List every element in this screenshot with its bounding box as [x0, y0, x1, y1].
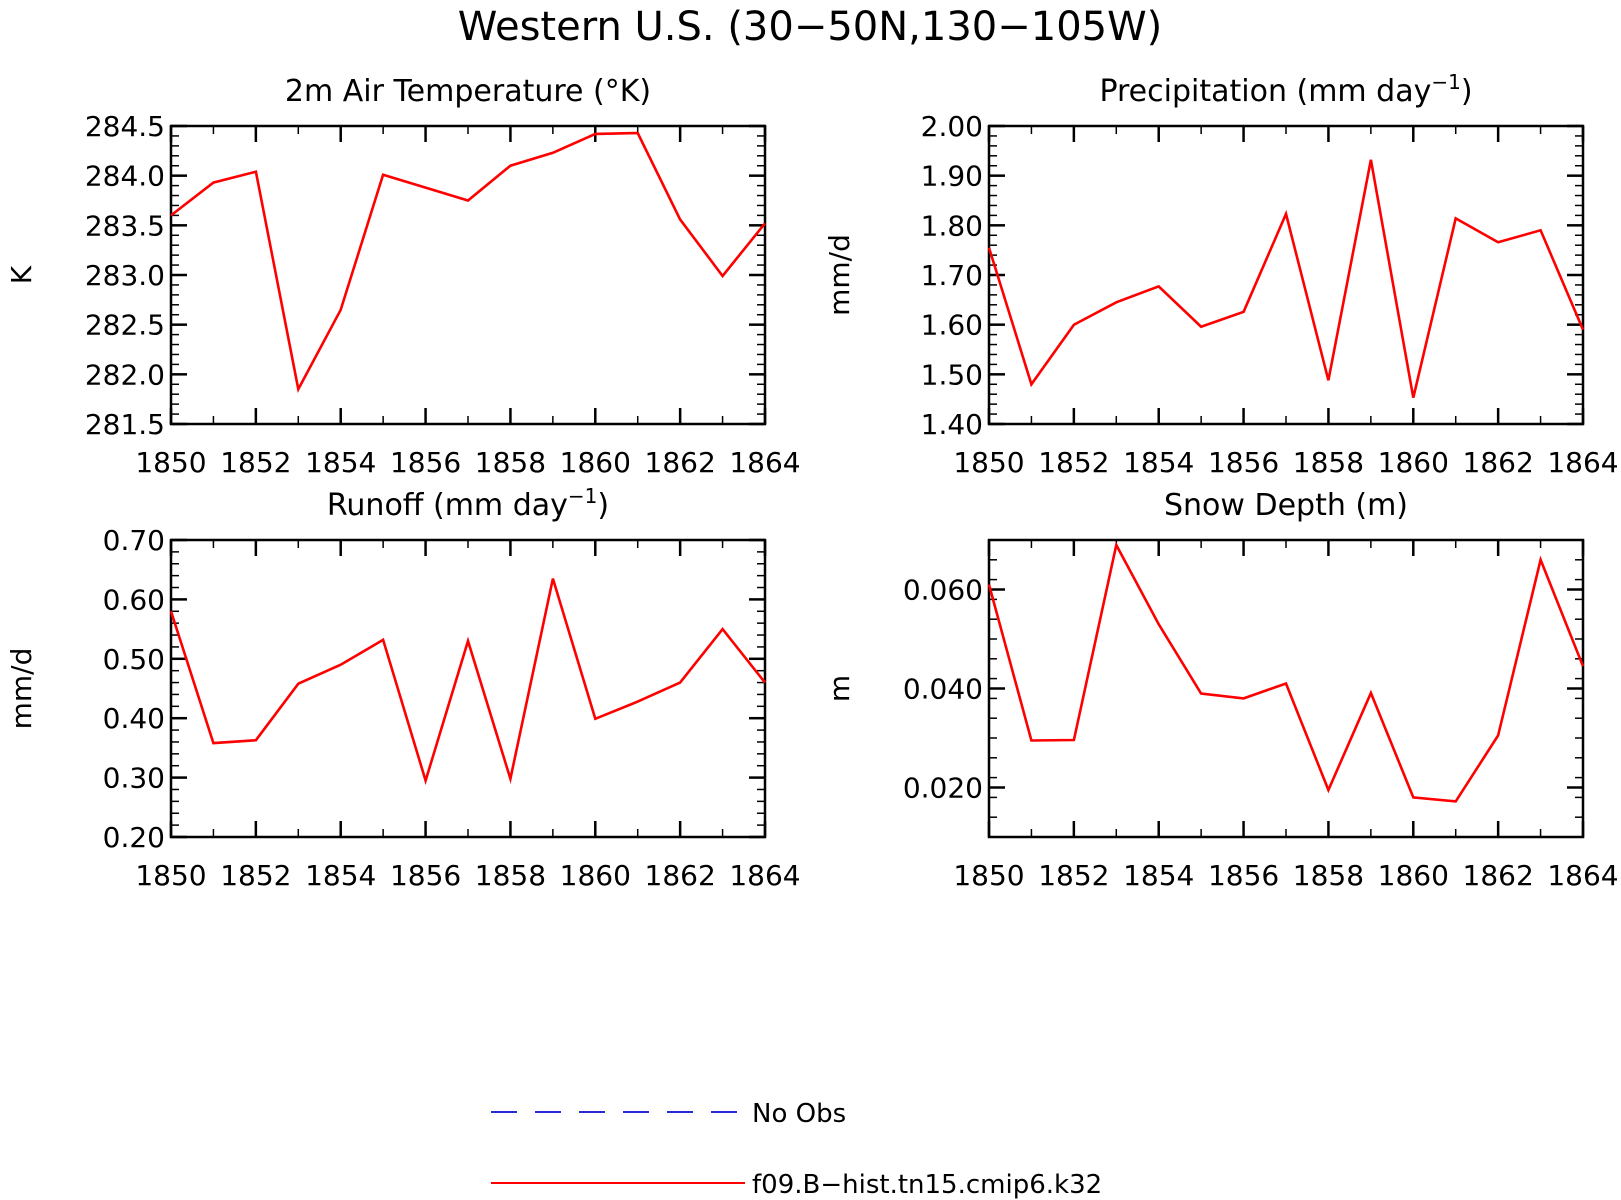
- x-tick-label: 1850: [953, 446, 1024, 479]
- y-tick-label: 282.5: [85, 309, 165, 342]
- panel-title-close: ): [597, 488, 609, 523]
- legend: No Obs f09.B−hist.tn15.cmip6.k32: [491, 1099, 1102, 1200]
- y-tick-label: 0.50: [103, 643, 165, 676]
- y-tick-label: 283.0: [85, 259, 165, 292]
- series-line: [170, 131, 767, 394]
- y-tick-label: 1.50: [921, 358, 983, 391]
- y-tick-label: 1.60: [921, 309, 983, 342]
- y-tick-label: 1.80: [921, 209, 983, 242]
- y-tick-label: 284.5: [85, 110, 165, 143]
- x-tick-label: 1852: [220, 859, 291, 892]
- plot-frame: [169, 124, 767, 426]
- x-tick-label: 1854: [1123, 859, 1194, 892]
- y-tick-label: 282.0: [85, 358, 165, 391]
- y-tick-label: 0.40: [103, 702, 165, 735]
- x-tick-label: 1858: [475, 859, 546, 892]
- x-tick-label: 1862: [1463, 446, 1534, 479]
- legend-label: f09.B−hist.tn15.cmip6.k32: [752, 1170, 1102, 1200]
- x-tick-label: 1850: [135, 859, 206, 892]
- panel-title-superscript: −1: [568, 484, 597, 508]
- y-tick-label: 0.020: [903, 772, 983, 805]
- y-axis-label: mm/d: [5, 648, 38, 730]
- x-tick-label: 1864: [729, 446, 800, 479]
- x-tick-label: 1864: [729, 859, 800, 892]
- precipitation-panel: Precipitation (mm day−1) 1.40 1.50 1.60 1.70…: [823, 70, 1619, 479]
- series-line: [169, 578, 767, 786]
- x-tick-label: 1858: [475, 446, 546, 479]
- panel-title-close: ): [1461, 74, 1473, 109]
- panel-title: Runoff (mm day−1): [327, 484, 609, 523]
- panel-title: Precipitation (mm day−1): [1099, 70, 1472, 109]
- x-tick-label: 1856: [1208, 859, 1279, 892]
- x-tick-label: 1852: [1038, 859, 1109, 892]
- x-tick-label: 1860: [560, 446, 631, 479]
- y-tick-label: 281.5: [85, 408, 165, 441]
- panel-title-main: Precipitation (mm day: [1099, 74, 1431, 109]
- x-tick-label: 1860: [560, 859, 631, 892]
- y-tick-label: 0.060: [903, 574, 983, 607]
- y-axis-label: m: [823, 675, 856, 702]
- plot-frame: [987, 538, 1585, 839]
- x-tick-label: 1856: [390, 446, 461, 479]
- x-tick-label: 1864: [1547, 446, 1618, 479]
- x-tick-label: 1854: [1123, 446, 1194, 479]
- y-tick-label: 1.90: [921, 160, 983, 193]
- x-tick-label: 1850: [135, 446, 206, 479]
- panel-title-main: 2m Air Temperature (°K): [285, 74, 651, 109]
- x-tick-label: 1862: [1463, 859, 1534, 892]
- x-tick-label: 1860: [1378, 859, 1449, 892]
- y-tick-label: 0.20: [103, 821, 165, 854]
- temperature-panel: 2m Air Temperature (°K) 281.5 282.0 282.5 28…: [5, 74, 801, 479]
- panel-title-main: Runoff (mm day: [327, 488, 568, 523]
- plot-frame: [987, 124, 1585, 426]
- panel-title-superscript: −1: [1431, 70, 1460, 94]
- x-tick-label: 1852: [1038, 446, 1109, 479]
- series-line: [987, 541, 1585, 803]
- x-tick-label: 1862: [645, 446, 716, 479]
- x-tick-label: 1858: [1293, 446, 1364, 479]
- y-tick-label: 0.70: [103, 524, 165, 557]
- series-line: [987, 159, 1585, 398]
- y-tick-label: 1.70: [921, 259, 983, 292]
- x-tick-label: 1864: [1547, 859, 1618, 892]
- x-tick-label: 1850: [953, 859, 1024, 892]
- x-tick-label: 1856: [390, 859, 461, 892]
- y-tick-label: 0.040: [903, 673, 983, 706]
- y-tick-label: 2.00: [921, 110, 983, 143]
- x-tick-label: 1854: [305, 859, 376, 892]
- panel-title-main: Snow Depth (m): [1164, 488, 1408, 523]
- x-tick-label: 1856: [1208, 446, 1279, 479]
- x-tick-label: 1852: [220, 446, 291, 479]
- y-axis-label: mm/d: [823, 234, 856, 316]
- legend-label: No Obs: [752, 1099, 846, 1129]
- panel-title: Snow Depth (m): [1164, 488, 1408, 523]
- x-tick-label: 1858: [1293, 859, 1364, 892]
- y-tick-label: 0.60: [103, 583, 165, 616]
- y-tick-label: 283.5: [85, 209, 165, 242]
- y-tick-label: 0.30: [103, 762, 165, 795]
- x-tick-label: 1860: [1378, 446, 1449, 479]
- y-axis-label: K: [5, 265, 38, 284]
- figure-title: Western U.S. (30−50N,130−105W): [458, 4, 1163, 50]
- plot-frame: [169, 538, 767, 839]
- y-tick-label: 1.40: [921, 408, 983, 441]
- panel-title: 2m Air Temperature (°K): [285, 74, 651, 109]
- runoff-panel: Runoff (mm day−1) 0.20 0.30 0.40 0.50 0.60 0.7…: [5, 484, 801, 892]
- y-tick-label: 284.0: [85, 160, 165, 193]
- snow-depth-panel: Snow Depth (m) 0.020 0.040 0.060 1850 1852 185…: [823, 488, 1619, 892]
- x-tick-label: 1854: [305, 446, 376, 479]
- x-tick-label: 1862: [645, 859, 716, 892]
